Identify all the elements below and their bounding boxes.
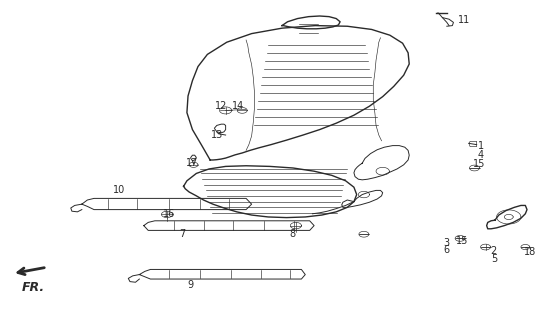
Text: 8: 8 [289,229,295,239]
Text: 6: 6 [444,245,450,255]
Text: 9: 9 [187,280,194,291]
Text: 4: 4 [478,150,484,160]
Text: 15: 15 [473,159,485,169]
Text: 7: 7 [179,229,186,239]
Text: 14: 14 [232,101,244,111]
Text: FR.: FR. [22,281,45,293]
Text: 15: 15 [456,236,468,246]
Text: 16: 16 [163,209,175,220]
Text: 2: 2 [491,246,497,256]
Text: 10: 10 [113,185,125,196]
Text: 18: 18 [524,247,536,257]
Text: 12: 12 [215,101,227,111]
Text: 3: 3 [444,238,450,248]
Text: 5: 5 [491,253,497,264]
Text: 13: 13 [211,130,223,140]
Text: 17: 17 [186,158,198,168]
Text: 1: 1 [478,140,484,151]
Text: 11: 11 [458,15,471,25]
